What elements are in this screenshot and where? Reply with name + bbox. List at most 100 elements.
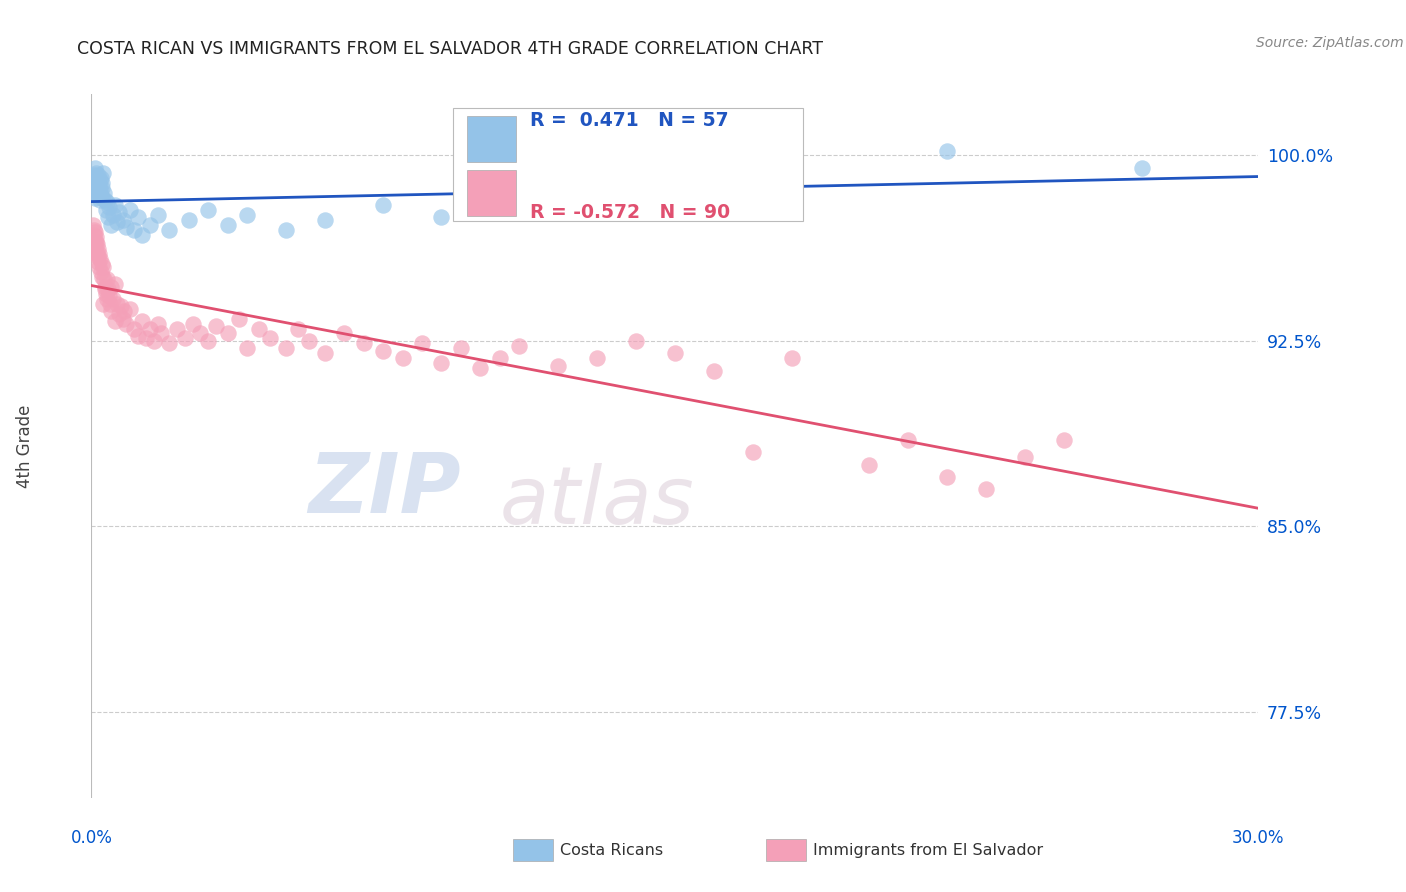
Point — [217, 218, 239, 232]
Point — [82, 218, 104, 232]
Point — [87, 243, 110, 257]
Text: 0.0%: 0.0% — [70, 830, 112, 847]
Point — [96, 195, 118, 210]
Point — [624, 334, 647, 348]
Point — [287, 321, 309, 335]
Point — [1130, 161, 1153, 175]
Point — [96, 202, 118, 217]
Point — [91, 269, 114, 284]
Point — [86, 166, 108, 180]
Point — [127, 329, 149, 343]
Text: ZIP: ZIP — [308, 449, 461, 530]
Point — [146, 208, 169, 222]
Point — [450, 342, 472, 356]
Point — [1014, 450, 1036, 464]
Point — [138, 321, 162, 335]
Point — [83, 168, 105, 182]
Point — [84, 240, 107, 254]
Point — [411, 336, 433, 351]
Point — [87, 247, 110, 261]
Point — [664, 173, 686, 187]
Point — [101, 292, 124, 306]
Point — [87, 168, 110, 182]
FancyBboxPatch shape — [453, 108, 803, 220]
Point — [83, 227, 105, 242]
Point — [97, 211, 120, 225]
Point — [101, 208, 124, 222]
Point — [138, 218, 162, 232]
Point — [105, 215, 128, 229]
Point — [936, 144, 959, 158]
Point — [90, 176, 112, 190]
Point — [90, 188, 112, 202]
Text: R =  0.471   N = 57: R = 0.471 N = 57 — [530, 111, 728, 130]
Point — [100, 304, 122, 318]
Point — [89, 252, 111, 267]
Point — [87, 254, 110, 268]
Point — [122, 222, 145, 236]
Point — [858, 458, 880, 472]
Point — [89, 260, 111, 274]
Point — [89, 178, 111, 193]
Point — [91, 297, 114, 311]
Point — [547, 359, 569, 373]
Point — [104, 314, 127, 328]
Point — [83, 225, 105, 239]
Point — [353, 336, 375, 351]
Point — [780, 351, 803, 366]
Text: Source: ZipAtlas.com: Source: ZipAtlas.com — [1256, 36, 1403, 50]
Point — [93, 186, 115, 200]
Point — [217, 326, 239, 341]
Text: Costa Ricans: Costa Ricans — [560, 843, 662, 857]
Point — [314, 212, 336, 227]
Point — [89, 173, 111, 187]
Point — [228, 311, 250, 326]
Point — [110, 299, 132, 313]
Point — [333, 326, 356, 341]
Point — [142, 334, 165, 348]
Point — [94, 282, 117, 296]
Point — [259, 331, 281, 345]
Point — [98, 297, 121, 311]
Point — [84, 244, 107, 259]
Point — [83, 222, 105, 236]
Point — [91, 166, 114, 180]
Point — [371, 343, 394, 358]
Point — [111, 311, 134, 326]
Point — [371, 198, 394, 212]
Point — [131, 227, 153, 242]
Point — [87, 186, 110, 200]
Point — [703, 363, 725, 377]
Point — [89, 183, 111, 197]
Point — [236, 342, 259, 356]
Point — [489, 351, 512, 366]
Point — [94, 193, 117, 207]
Point — [86, 250, 108, 264]
Point — [177, 212, 200, 227]
Point — [274, 222, 297, 236]
Point — [86, 176, 108, 190]
Text: R = -0.572   N = 90: R = -0.572 N = 90 — [530, 202, 730, 221]
Point — [120, 301, 142, 316]
Point — [120, 202, 142, 217]
Point — [236, 208, 259, 222]
Point — [104, 277, 127, 291]
Point — [84, 230, 107, 244]
Point — [181, 317, 204, 331]
Point — [314, 346, 336, 360]
Point — [97, 282, 120, 296]
Point — [94, 279, 117, 293]
Point — [90, 257, 112, 271]
Point — [741, 445, 763, 459]
Point — [111, 212, 134, 227]
Point — [96, 287, 118, 301]
Point — [197, 334, 219, 348]
Point — [1053, 433, 1076, 447]
Point — [114, 304, 136, 318]
Point — [96, 292, 118, 306]
Point — [135, 331, 157, 345]
Point — [86, 173, 108, 187]
Point — [100, 218, 122, 232]
Point — [86, 235, 108, 249]
Point — [104, 198, 127, 212]
